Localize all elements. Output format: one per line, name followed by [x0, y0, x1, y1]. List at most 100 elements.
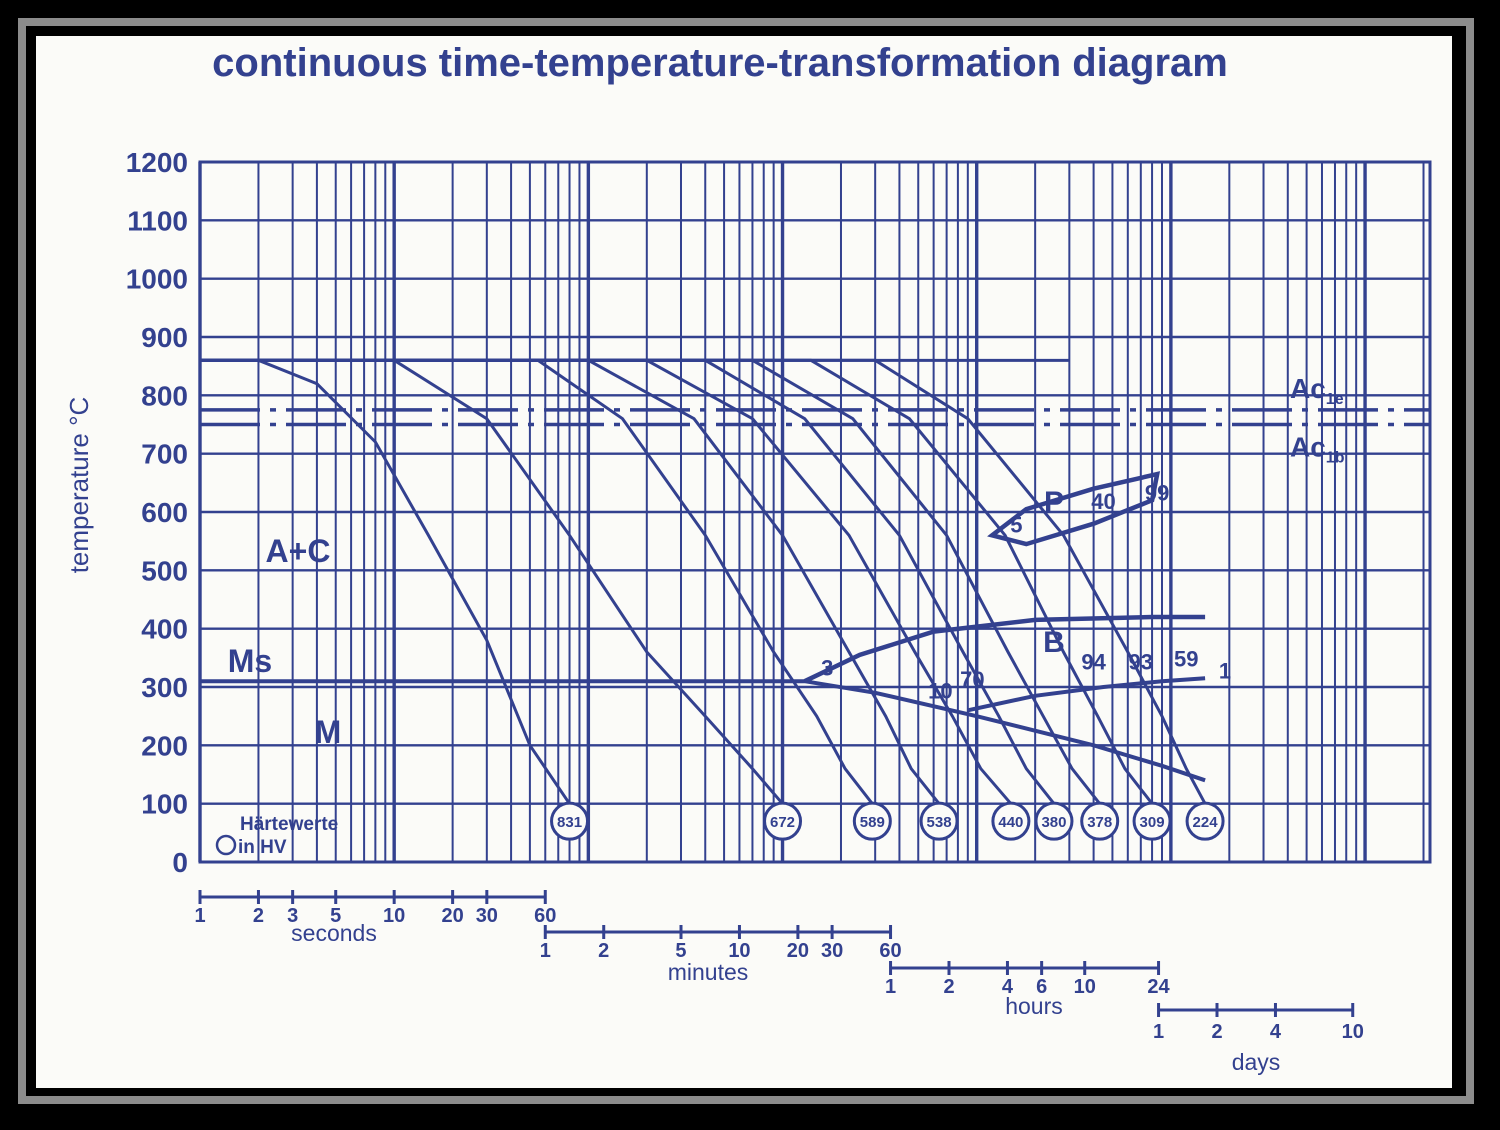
time-axis-tick-label: 6 [1036, 976, 1047, 998]
cooling-curve [200, 358, 941, 805]
time-axis-unit-label: hours [1005, 993, 1063, 1019]
y-tick-label: 300 [141, 672, 188, 703]
cooling-curve [200, 358, 1101, 805]
time-axis-tick-label: 10 [1074, 976, 1096, 998]
pearlite-percent-label: 99 [1145, 480, 1169, 505]
hardness-value: 224 [1193, 814, 1219, 831]
y-tick-label: 200 [141, 730, 188, 761]
y-tick-label: 900 [141, 322, 188, 353]
cooling-curve [200, 358, 784, 805]
y-tick-label: 800 [141, 380, 188, 411]
y-tick-label: 600 [141, 497, 188, 528]
hardness-value: 589 [860, 814, 885, 831]
pearlite-percent-label: 5 [1010, 512, 1022, 537]
bainite-percent-label: 10 [928, 679, 952, 704]
chart-title: continuous time-temperature-transformati… [212, 41, 1228, 85]
critical-line-label: Ac1b [1290, 432, 1345, 467]
time-axis-tick-label: 5 [675, 940, 686, 962]
pearlite-region-outline [987, 471, 1161, 547]
region-label-martensite: M [315, 714, 342, 750]
time-axis-tick-label: 2 [1211, 1021, 1222, 1043]
hardness-marker [1080, 801, 1120, 841]
time-axis-tick-label: 3 [287, 905, 298, 927]
time-axis-tick-label: 30 [476, 905, 498, 927]
y-tick-label: 700 [141, 439, 188, 470]
time-axis-unit-label: minutes [668, 959, 749, 985]
hardness-marker [1185, 801, 1225, 841]
hardness-legend-title: Härtewerte [240, 814, 338, 835]
hardness-marker [991, 801, 1031, 841]
hardness-value: 440 [998, 814, 1023, 831]
time-axis-tick-label: 2 [943, 976, 954, 998]
hardness-value: 831 [557, 814, 582, 831]
hardness-legend-circle [215, 834, 237, 856]
bainite-percent-label: 93 [1129, 650, 1153, 675]
time-axis-tick-label: 1 [1153, 1021, 1164, 1043]
bainite-start-curve [803, 614, 1206, 684]
y-tick-label: 0 [172, 847, 188, 878]
hardness-marker [852, 801, 892, 841]
time-axis-tick-label: 24 [1147, 976, 1170, 998]
time-axis-tick-label: 4 [1002, 976, 1014, 998]
time-axis-tick-label: 10 [1342, 1021, 1364, 1043]
bainite-percent-label: 1 [1219, 658, 1231, 683]
cooling-curve [200, 358, 1013, 805]
cooling-curve [200, 358, 1056, 805]
pearlite-percent-label: 40 [1091, 489, 1115, 514]
time-axis-tick-label: 10 [383, 905, 405, 927]
paper-background [36, 36, 1452, 1088]
transformation-regions [200, 471, 1206, 783]
cooling-curve [200, 358, 874, 805]
hardness-marker [1034, 801, 1074, 841]
bainite-percent-label: 59 [1174, 647, 1198, 672]
time-axis-tick-label: 20 [787, 940, 809, 962]
y-tick-label: 400 [141, 614, 188, 645]
time-axis-tick-label: 60 [879, 940, 901, 962]
time-axis-tick-label: 2 [598, 940, 609, 962]
y-tick-label: 500 [141, 555, 188, 586]
hardness-value: 380 [1041, 814, 1066, 831]
hardness-marker [1132, 801, 1172, 841]
y-tick-label: 100 [141, 789, 188, 820]
region-label-pearlite: P [1044, 486, 1064, 519]
time-axis-tick-label: 2 [253, 905, 264, 927]
bainite-percent-label: 3 [821, 655, 833, 680]
region-label-bainite: B [1043, 626, 1065, 659]
time-axis-tick-label: 20 [442, 905, 464, 927]
y-tick-label: 1000 [126, 264, 188, 295]
time-axis-tick-label: 60 [534, 905, 556, 927]
region-label-ms: Ms [228, 643, 272, 679]
time-axis-unit-label: seconds [291, 920, 377, 946]
time-axis-tick-label: 1 [194, 905, 205, 927]
hardness-value: 672 [770, 814, 795, 831]
hardness-markers: 831 672 589 538 440 380 378 309 224 [550, 801, 1225, 841]
hardness-value: 538 [927, 814, 952, 831]
critical-line-label: Ac1e [1290, 373, 1344, 408]
cooling-curve [200, 358, 1207, 805]
hardness-value: 309 [1140, 814, 1165, 831]
time-axis-tick-label: 1 [540, 940, 551, 962]
y-axis-label: temperature °C [64, 397, 94, 574]
y-tick-label: 1100 [127, 205, 188, 236]
time-axis-tick-label: 1 [885, 976, 896, 998]
time-axis-tick-label: 10 [728, 940, 750, 962]
hardness-marker [919, 801, 959, 841]
y-tick-label: 1200 [126, 147, 188, 178]
bainite-end-curve [967, 676, 1206, 713]
region-label-austenite-carbide: A+C [266, 533, 331, 569]
bainite-percent-label: 94 [1081, 650, 1106, 675]
time-axis-tick-label: 30 [821, 940, 843, 962]
hardness-marker [550, 801, 590, 841]
cooling-curve [200, 358, 1154, 805]
hardness-legend-unit: in HV [238, 837, 287, 858]
time-axis-unit-label: days [1232, 1049, 1281, 1075]
time-axis-tick-label: 4 [1270, 1021, 1282, 1043]
cooling-curve [200, 358, 571, 805]
bainite-percent-label: 70 [960, 667, 984, 692]
time-axis-tick-label: 5 [330, 905, 341, 927]
